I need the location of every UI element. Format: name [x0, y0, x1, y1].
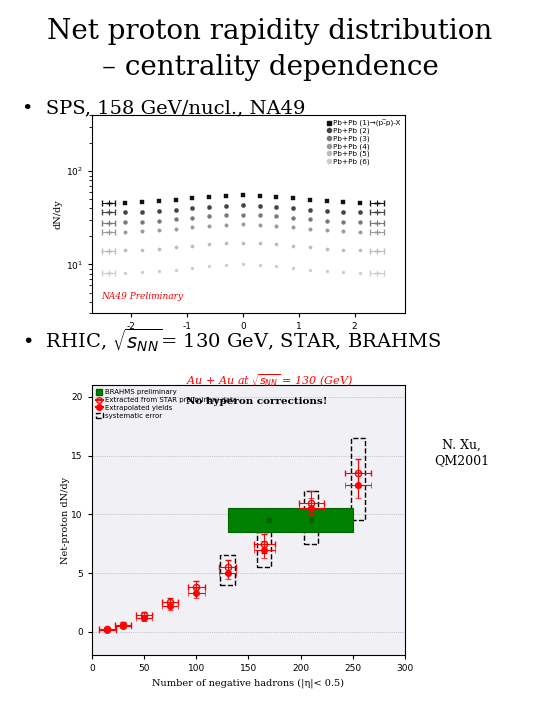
Bar	[256, 532, 272, 567]
X-axis label: Number of negative hadrons (|η|< 0.5): Number of negative hadrons (|η|< 0.5)	[152, 679, 345, 688]
Bar	[303, 491, 319, 544]
Legend: BRAHMS preliminary, Extracted from STAR preliminary data, Extrapolated yields, s: BRAHMS preliminary, Extracted from STAR …	[95, 389, 238, 419]
Text: N. Xu,
QM2001: N. Xu, QM2001	[434, 439, 489, 467]
Bar	[350, 438, 366, 520]
Text: No hyperon corrections!: No hyperon corrections!	[186, 397, 327, 406]
Text: Au + Au at $\sqrt{s_{NN}}$ = 130 (GeV): Au + Au at $\sqrt{s_{NN}}$ = 130 (GeV)	[186, 373, 354, 390]
Text: NA49 Preliminary: NA49 Preliminary	[101, 292, 183, 302]
Bar	[220, 555, 235, 585]
Legend: Pb+Pb (1)→(p-̅p)-X, Pb+Pb (2), Pb+Pb (3), Pb+Pb (4), Pb+Pb (5), Pb+Pb (6): Pb+Pb (1)→(p-̅p)-X, Pb+Pb (2), Pb+Pb (3)…	[326, 119, 401, 166]
Bar	[227, 508, 353, 532]
Text: •  SPS, 158 GeV/nucl., NA49: • SPS, 158 GeV/nucl., NA49	[22, 99, 305, 117]
Y-axis label: Net-proton dN/dy: Net-proton dN/dy	[61, 477, 70, 564]
Text: – centrality dependence: – centrality dependence	[102, 54, 438, 81]
Text: Net proton rapidity distribution: Net proton rapidity distribution	[48, 18, 492, 45]
Text: •  RHIC, $\sqrt{s_{NN}}$= 130 GeV, STAR, BRAHMS: • RHIC, $\sqrt{s_{NN}}$= 130 GeV, STAR, …	[22, 326, 441, 354]
Y-axis label: dN/dy: dN/dy	[54, 199, 63, 229]
